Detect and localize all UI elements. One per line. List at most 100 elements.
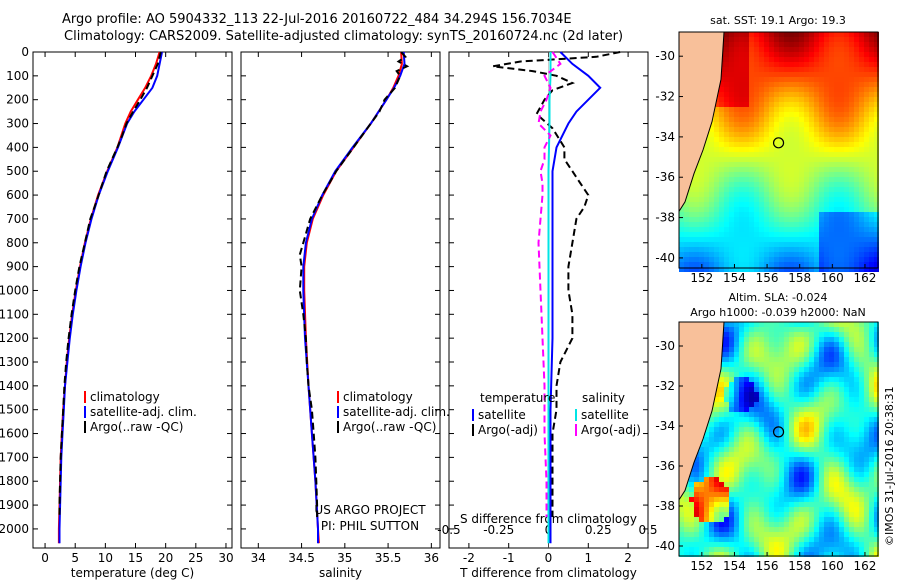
sla-map-cell xyxy=(744,472,749,477)
sla-map-cell xyxy=(864,522,869,527)
sla-map-cell xyxy=(744,502,749,507)
sla-map-cell xyxy=(874,407,879,412)
sst-map-cell xyxy=(824,187,829,192)
sla-map-cell xyxy=(709,477,714,482)
sla-map-cell xyxy=(859,347,864,352)
sst-map-cell xyxy=(814,112,819,117)
sla-map-cell xyxy=(694,527,699,532)
sla-map-cell xyxy=(864,517,869,522)
sst-map-cell xyxy=(834,97,839,102)
salinity-series-1 xyxy=(302,51,406,544)
sla-map-cell xyxy=(769,482,774,487)
sst-map-cell xyxy=(739,82,744,87)
sla-map-cell xyxy=(769,452,774,457)
sla-map-cell xyxy=(724,382,729,387)
sla-map-cell xyxy=(819,342,824,347)
sla-map-cell xyxy=(739,422,744,427)
sla-map-cell xyxy=(724,407,729,412)
sst-map-cell xyxy=(839,232,844,237)
sla-map-cell xyxy=(719,512,724,517)
sst-map-cell xyxy=(774,162,779,167)
sst-map-cell xyxy=(799,257,804,262)
sla-map-cell xyxy=(864,402,869,407)
sla-map-cell xyxy=(769,447,774,452)
sst-map-cell xyxy=(709,227,714,232)
sla-map-cell xyxy=(839,352,844,357)
sst-map-cell xyxy=(784,87,789,92)
sla-map-cell xyxy=(714,417,719,422)
sla-map-cell xyxy=(759,547,764,552)
sst-map-cell xyxy=(839,87,844,92)
sst-map-cell xyxy=(814,32,819,37)
sst-map-cell xyxy=(799,32,804,37)
sla-map-cell xyxy=(744,522,749,527)
sst-map-cell xyxy=(784,172,789,177)
sst-map-cell xyxy=(854,257,859,262)
sla-map-cell xyxy=(829,382,834,387)
sla-map-cell xyxy=(734,537,739,542)
sla-map-cell xyxy=(819,357,824,362)
sst-map-cell xyxy=(824,222,829,227)
sst-map-cell xyxy=(804,192,809,197)
sla-map-cell xyxy=(819,407,824,412)
sst-map-cell xyxy=(869,57,874,62)
sla-map-cell xyxy=(794,422,799,427)
sst-map-cell xyxy=(724,152,729,157)
sst-map-cell xyxy=(854,242,859,247)
sst-map-cell xyxy=(819,57,824,62)
sst-map-cell xyxy=(729,147,734,152)
sst-map-cell xyxy=(744,122,749,127)
sla-map-cell xyxy=(859,422,864,427)
sla-map-cell xyxy=(704,547,709,552)
sst-map-cell xyxy=(789,137,794,142)
sla-map-cell xyxy=(844,362,849,367)
sst-map-cell xyxy=(809,82,814,87)
sla-map-cell xyxy=(689,547,694,552)
sst-map-cell xyxy=(869,107,874,112)
sla-map-cell xyxy=(754,392,759,397)
sla-map-cell xyxy=(804,397,809,402)
sla-map-cell xyxy=(844,327,849,332)
sst-map-cell xyxy=(699,162,704,167)
sla-map-cell xyxy=(759,412,764,417)
sst-map-cell xyxy=(874,197,879,202)
sst-map-cell xyxy=(809,137,814,142)
sla-map-cell xyxy=(754,382,759,387)
sst-map-cell xyxy=(854,62,859,67)
sla-map-cell xyxy=(694,467,699,472)
sst-map-cell xyxy=(809,172,814,177)
sst-map-cell xyxy=(684,207,689,212)
sla-map-cell xyxy=(804,442,809,447)
sla-map-cell xyxy=(829,322,834,327)
sst-map-cell xyxy=(859,142,864,147)
sla-map-cell xyxy=(784,522,789,527)
sla-map-cell xyxy=(729,412,734,417)
sla-map-cell xyxy=(724,472,729,477)
sla-map-cell xyxy=(769,472,774,477)
sst-map-cell xyxy=(799,67,804,72)
sla-map-cell xyxy=(839,342,844,347)
sla-map-cell xyxy=(709,522,714,527)
sst-map-cell xyxy=(809,187,814,192)
sla-map-cell xyxy=(759,447,764,452)
sla-map-cell xyxy=(754,542,759,547)
sst-map-cell xyxy=(864,212,869,217)
sst-map-cell xyxy=(789,172,794,177)
sst-map-cell xyxy=(719,252,724,257)
sla-map-cell xyxy=(729,427,734,432)
sla-map-cell xyxy=(689,542,694,547)
sst-map-cell xyxy=(799,97,804,102)
salinity-profile-xtick-label: 36 xyxy=(424,551,439,565)
sla-map-cell xyxy=(864,457,869,462)
sst-map-cell xyxy=(739,62,744,67)
sla-map-cell xyxy=(744,537,749,542)
sst-map-cell xyxy=(874,152,879,157)
sst-map-cell xyxy=(794,127,799,132)
sst-map-cell xyxy=(734,132,739,137)
sst-map-cell xyxy=(784,182,789,187)
sla-map-cell xyxy=(769,487,774,492)
sst-map-cell xyxy=(784,47,789,52)
sla-map-cell xyxy=(779,517,784,522)
sla-map-cell xyxy=(754,417,759,422)
sst-map-cell xyxy=(839,227,844,232)
